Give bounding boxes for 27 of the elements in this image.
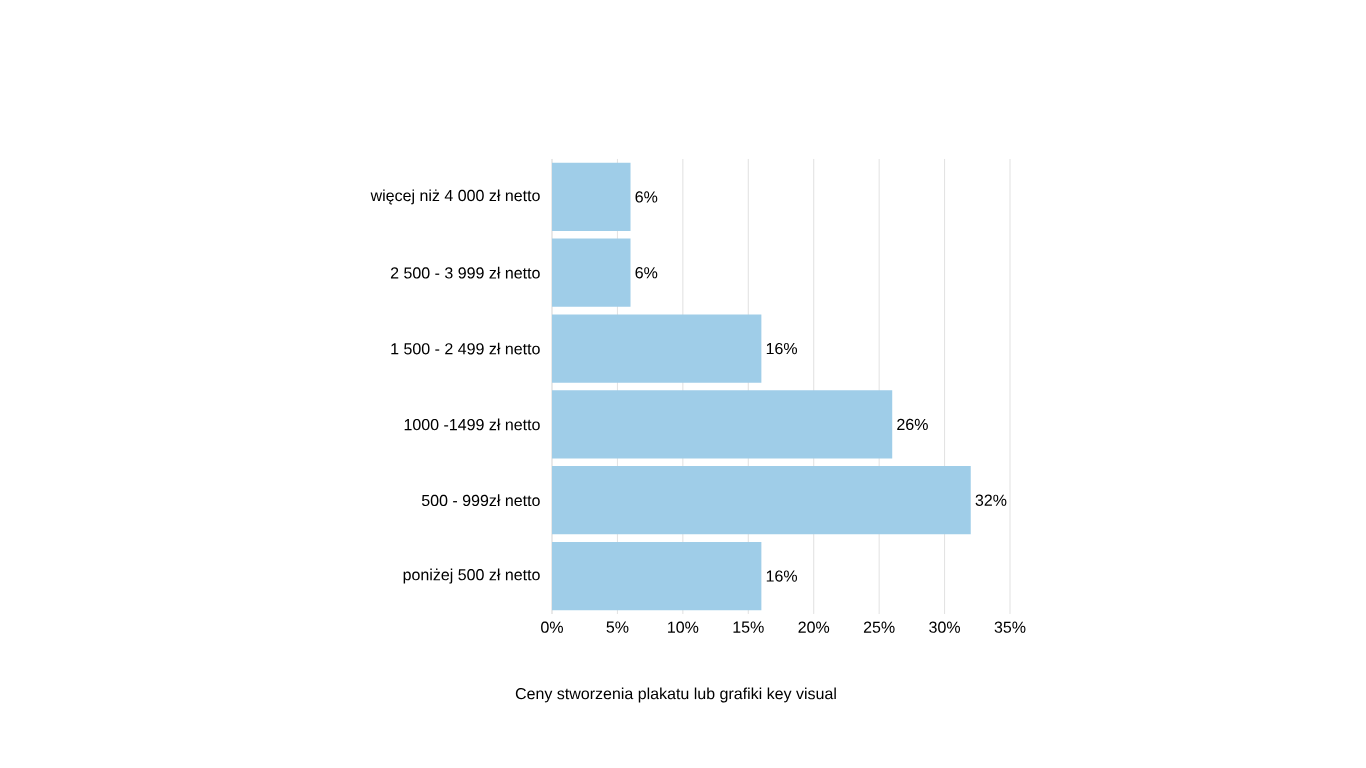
- data-label: 16%: [766, 342, 798, 355]
- x-tick-label: 30%: [929, 621, 961, 633]
- x-tick-label: 5%: [606, 621, 629, 633]
- data-label: 26%: [897, 418, 928, 431]
- bar: [552, 390, 893, 459]
- x-tick-label: 35%: [994, 621, 1026, 633]
- data-label: 6%: [635, 267, 658, 279]
- x-tick-label: 25%: [863, 621, 895, 633]
- y-tick-label: 500 - 999zł netto: [421, 494, 540, 507]
- y-tick-label: 1000 -1499 zł netto: [404, 418, 540, 431]
- y-tick-label: 1 500 - 2 499 zł netto: [391, 342, 540, 355]
- x-tick-label: 10%: [668, 621, 699, 633]
- x-tick-label: 15%: [733, 621, 764, 633]
- bar: [552, 314, 762, 383]
- y-tick-label: 2 500 - 3 999 zł netto: [390, 266, 540, 279]
- bar: [552, 541, 762, 611]
- data-label: 32%: [975, 494, 1007, 506]
- bar: [552, 466, 971, 535]
- text: Ceny stworzenia plakatu lub grafiki key visual: [515, 687, 836, 703]
- data-label: 6%: [635, 191, 658, 203]
- bar: [552, 162, 631, 232]
- y-tick-label: poniżej 500 zł netto: [403, 568, 540, 584]
- y-tick-label: więcej niż 4 000 zł netto: [370, 189, 540, 205]
- x-tick-label: 0%: [541, 621, 563, 633]
- data-label: 16%: [766, 570, 798, 582]
- bar: [552, 238, 631, 307]
- x-tick-label: 20%: [798, 621, 830, 633]
